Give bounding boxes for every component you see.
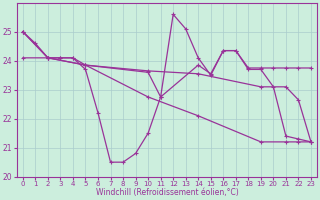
X-axis label: Windchill (Refroidissement éolien,°C): Windchill (Refroidissement éolien,°C)	[96, 188, 238, 197]
